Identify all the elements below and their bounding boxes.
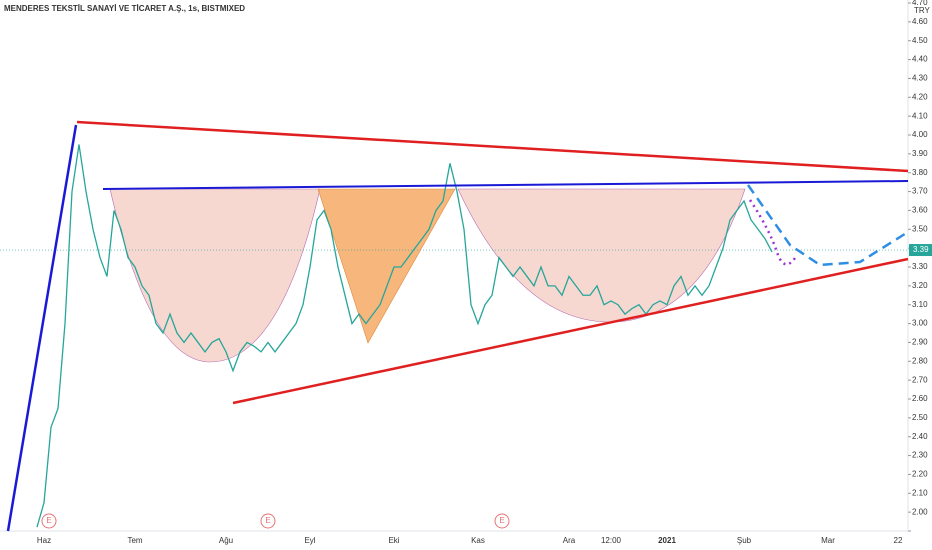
y-tick-label: 2.70 — [912, 375, 928, 384]
y-tick-label: 3.70 — [912, 187, 928, 196]
trendline — [6, 124, 78, 532]
y-tick-label: 2.40 — [912, 432, 928, 441]
x-tick-label: Mar — [821, 536, 835, 545]
last-price-label: 3.39 — [913, 245, 929, 254]
y-tick-label: 4.20 — [912, 92, 928, 101]
y-tick-label: 3.80 — [912, 168, 928, 177]
y-tick-label: 3.60 — [912, 206, 928, 215]
event-label: E — [499, 516, 504, 525]
cup-shape — [109, 188, 321, 363]
y-tick-label: 4.50 — [912, 36, 928, 45]
x-tick-label: 12:00 — [601, 536, 622, 545]
x-tick-label: Şub — [737, 536, 752, 545]
y-tick-label: 4.70 — [912, 0, 928, 7]
y-tick-label: 2.90 — [912, 338, 928, 347]
y-tick-label: 3.90 — [912, 149, 928, 158]
x-tick-label: 22 — [894, 536, 903, 545]
y-tick-label: 2.80 — [912, 356, 928, 365]
event-marker — [494, 513, 510, 529]
y-tick-label: 3.30 — [912, 262, 928, 271]
y-tick-label: 4.30 — [912, 74, 928, 83]
x-tick-label: 2021 — [658, 536, 676, 545]
y-tick-label: 3.00 — [912, 319, 928, 328]
v-shape — [317, 188, 456, 344]
plot — [0, 144, 908, 528]
x-tick-label: Ağu — [219, 536, 233, 545]
x-tick-label: Tem — [127, 536, 142, 545]
y-tick-label: 2.50 — [912, 413, 928, 422]
chart-title: MENDERES TEKSTİL SANAYİ VE TİCARET A.Ş.,… — [4, 4, 245, 13]
x-tick-label: Kas — [471, 536, 485, 545]
x-tick-label: Eyl — [304, 536, 315, 545]
y-tick-label: 2.10 — [912, 488, 928, 497]
price-line — [36, 144, 773, 528]
event-label: E — [265, 516, 270, 525]
x-tick-label: Ara — [563, 536, 576, 545]
trendline — [102, 180, 909, 190]
event-label: E — [46, 516, 51, 525]
event-marker — [41, 513, 57, 529]
y-tick-label: 3.50 — [912, 224, 928, 233]
event-marker — [260, 513, 276, 529]
projection — [748, 199, 797, 266]
x-tick-label: Eki — [388, 536, 399, 545]
y-tick-label: 3.20 — [912, 281, 928, 290]
y-tick-label: 2.60 — [912, 394, 928, 403]
projection — [746, 184, 909, 267]
y-tick-label: 2.00 — [912, 507, 928, 516]
y-tick-label: 4.00 — [912, 130, 928, 139]
y-tick-label: 4.60 — [912, 17, 928, 26]
axis-unit: TRY — [914, 6, 931, 15]
y-tick-label: 4.40 — [912, 55, 928, 64]
trendline — [232, 257, 909, 405]
x-tick-label: Haz — [37, 536, 51, 545]
trendline — [76, 120, 909, 173]
y-tick-label: 2.20 — [912, 470, 928, 479]
last-price-box — [909, 244, 932, 257]
y-tick-label: 4.10 — [912, 111, 928, 120]
trendlines — [6, 120, 909, 532]
y-tick-label: 2.30 — [912, 451, 928, 460]
y-tick-label: 3.10 — [912, 300, 928, 309]
